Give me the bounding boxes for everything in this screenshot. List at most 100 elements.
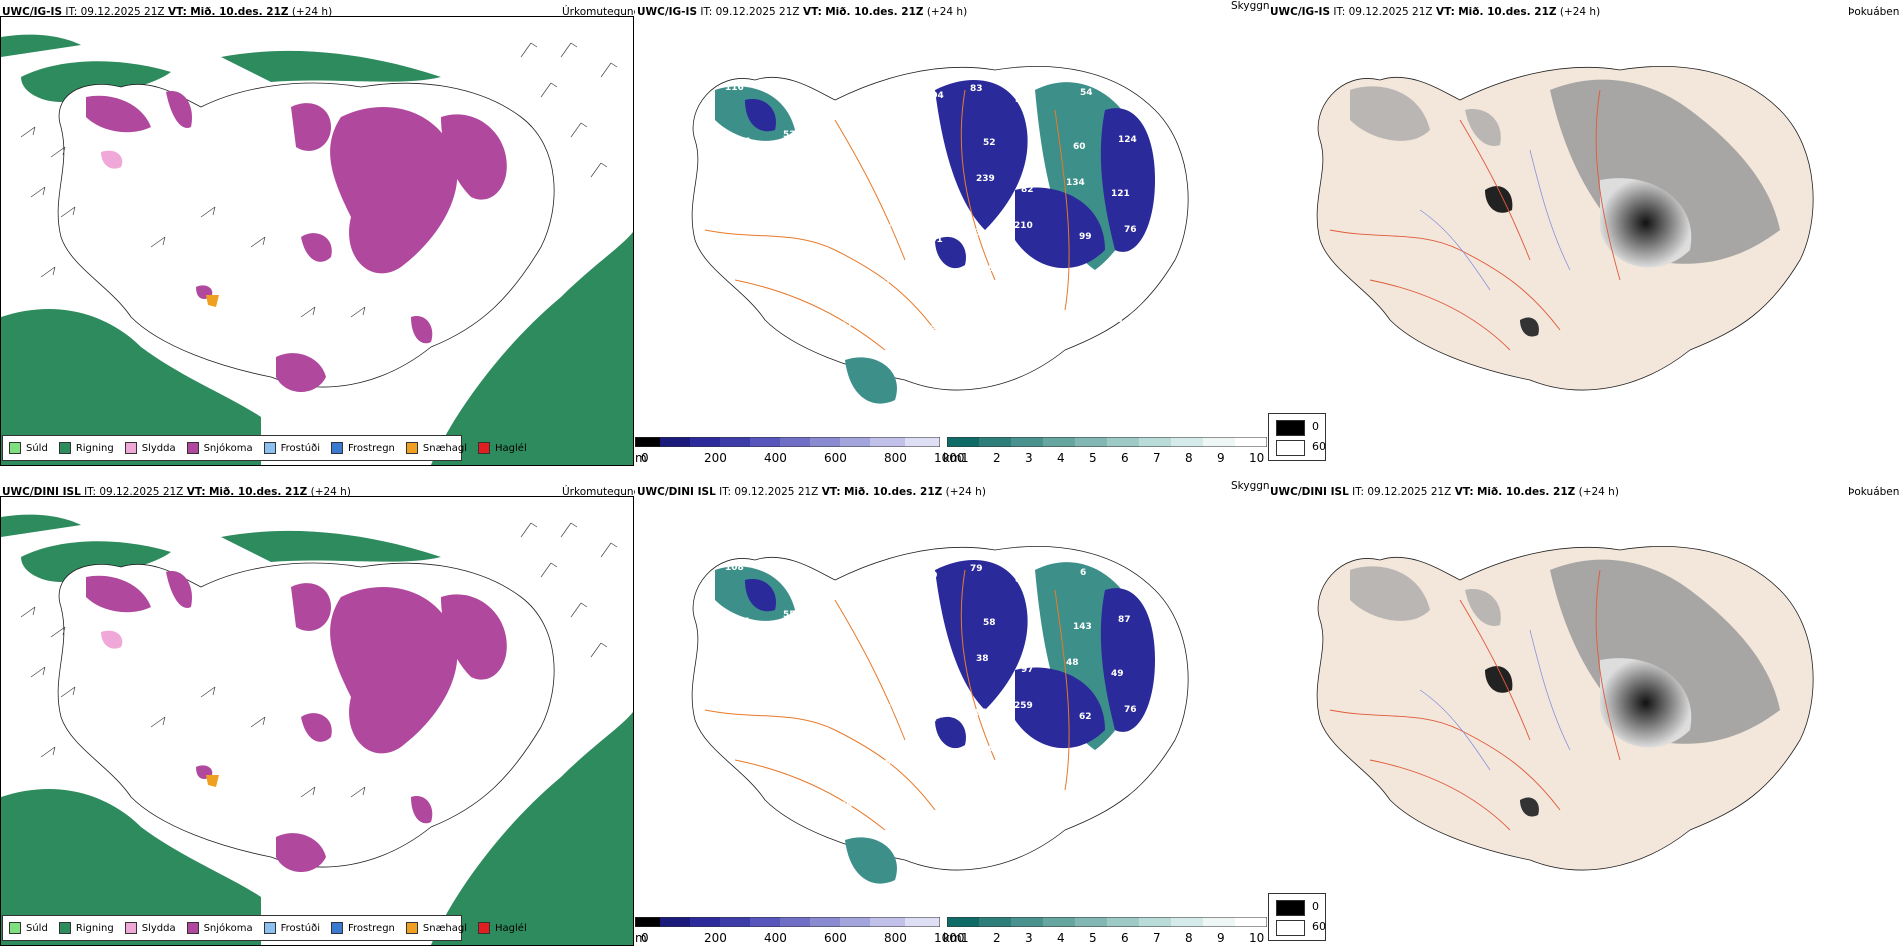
cloud-base-value: 45 [790,574,803,584]
vis-tick: 10 [1249,931,1265,945]
road-network [704,89,1070,351]
vis-tick: 4 [1057,451,1065,465]
cloud-base-value: 163 [886,188,905,198]
panel-header: UWC/IG-IS IT: 09.12.2025 21Z VT: Mið. 10… [2,6,332,18]
lead-time: (+24 h) [310,486,351,498]
cloud-base-value: 58 [983,618,996,628]
cloud-base-value: 11 [880,578,893,588]
vis-tick: 8 [1185,451,1193,465]
visibility-map: 108 45 88 11 39 79 86 6 73 61 55 10 97 45 58 48 143 87 105… [691,546,1189,884]
cloud-base-value: 51 [744,707,757,717]
vis-tick: 7 [1153,451,1161,465]
cloud-base-value: 36 [737,263,750,273]
cloud-base-value: 121 [1111,189,1130,199]
cloud-base-value: 48 [1066,658,1079,668]
model-name: UWC/DINI ISL [1270,486,1349,498]
cloud-base-value: 76 [1124,225,1137,235]
cloud-base-value: 53 [1072,268,1085,278]
cloud-base-value: 143 [775,790,794,800]
lead-time: (+24 h) [1578,486,1619,498]
wind-barbs [20,522,618,798]
height-unit: m [635,451,647,465]
vis-tick: 1 [961,451,969,465]
legend-label: Haglél [495,922,527,934]
height-tick: 400 [764,451,787,465]
cloud-base-value: 187 [872,278,891,288]
legend-item-6: Snæhagl [405,442,468,454]
cloud-base-value: 82 [1021,185,1034,195]
vis-tick: 3 [1025,931,1033,945]
cloud-base-value: 85 [789,220,802,230]
legend-label: Rigning [75,442,114,454]
cloud-base-value: 101 [924,235,943,245]
legend-label: Slydda [141,922,176,934]
cloud-base-value: 134 [1066,178,1085,188]
lead-time: (+24 h) [291,6,333,18]
panel-header: UWC/IG-IS IT: 09.12.2025 21Z VT: Mið. 10… [637,6,967,18]
cloud-base-value: 53 [783,130,796,140]
precip-map [1,514,633,945]
legend-swatch [186,442,199,454]
legend-swatch [186,922,199,934]
fog-swatch-dark [1276,420,1305,436]
cloud-base-value: 259 [1014,701,1033,711]
model-name: UWC/DINI ISL [637,486,716,498]
cloud-base-value: 72 [776,664,789,674]
init-time: IT: 09.12.2025 21Z [84,486,184,498]
lead-time: (+24 h) [945,486,986,498]
cloud-base-value: 57 [1072,748,1085,758]
cloud-base-value: 116 [872,758,891,768]
vis-tick: 2 [993,451,1001,465]
legend-label: Snæhagl [422,922,468,934]
cloud-base-value: 104 [925,91,944,101]
cloud-base-value: 76 [1124,705,1137,715]
cloud-base-value: 245 [885,794,904,804]
panel-header: UWC/DINI ISL IT: 09.12.2025 21Z VT: Mið.… [1270,486,1619,498]
cloud-base-value: 79 [970,564,983,574]
cloud-base-value: 25 [880,98,893,108]
height-tick: 200 [704,931,727,945]
cloud-base-value: 97 [873,614,886,624]
legend-item-6: Snæhagl [405,922,468,934]
cloud-base-value: 61 [738,617,751,627]
cloud-base-value: 63 [1125,99,1138,109]
legend-swatch [405,442,418,454]
panel-header: UWC/DINI ISL IT: 09.12.2025 21Z VT: Mið.… [637,486,986,498]
cloud-base-value: 48 [789,700,802,710]
precip-legend: Súld Rigning Slydda Snjókoma Frostúði Frostre… [2,915,527,941]
cloud-base-value: 88 [835,567,848,577]
cloud-base-value: 105 [731,653,750,663]
valid-label: VT: [1454,486,1474,498]
legend-label: Snæhagl [422,442,468,454]
valid-label: VT: [821,486,841,498]
cloud-base-value: 86 [1015,575,1028,585]
init-time: IT: 09.12.2025 21Z [700,6,800,18]
vis-tick: 2 [993,931,1001,945]
legend-item-7: Haglél [478,922,527,934]
precip-title: Úrkomutegund [562,486,635,498]
fog-map [1316,546,1814,871]
valid-time: Mið. 10.des. 21Z [843,486,943,498]
model-name: UWC/IG-IS [1270,6,1331,18]
legend-item-5: Frostregn [331,922,395,934]
fog-swatch-light [1276,440,1305,456]
forecast-row-ig-is: UWC/IG-IS IT: 09.12.2025 21Z VT: Mið. 10… [0,0,1900,470]
cloud-base-value: 93 [873,134,886,144]
legend-swatch [124,922,137,934]
visibility-panel: UWC/IG-IS IT: 09.12.2025 21Z VT: Mið. 10… [635,0,1270,470]
legend-label: Slydda [141,442,176,454]
legend-label: Frostúði [280,922,320,934]
height-tick: 600 [824,931,847,945]
vis-tick: 3 [1025,451,1033,465]
cloud-base-value: 52 [983,138,996,148]
cloud-base-value: 108 [931,661,950,671]
valid-label: VT: [1435,6,1455,18]
cloud-base-value: 62 [1079,712,1092,722]
vis-tick: 5 [1089,931,1097,945]
cloud-base-value: 73 [835,87,848,97]
legend-swatch [478,442,491,454]
cloud-base-value: 96 [730,797,743,807]
cloud-base-value: 44 [1027,275,1040,285]
panel-header: UWC/IG-IS IT: 09.12.2025 21Z VT: Mið. 10… [1270,6,1600,18]
model-name: UWC/IG-IS [2,6,63,18]
